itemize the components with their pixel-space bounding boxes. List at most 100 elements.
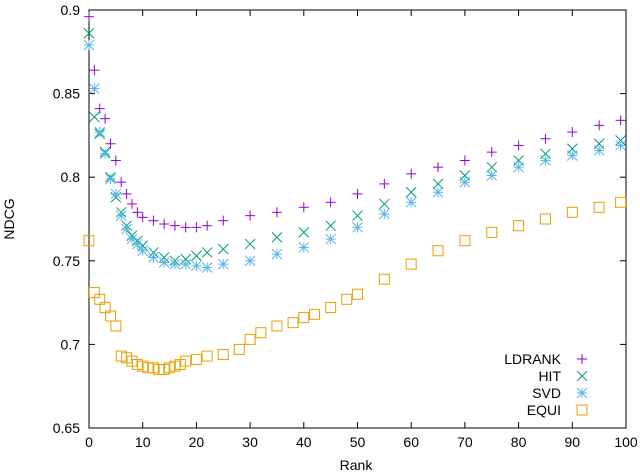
data-series bbox=[83, 11, 627, 375]
svd-point bbox=[244, 255, 256, 267]
equi-point bbox=[83, 235, 95, 247]
series-equi bbox=[83, 196, 627, 375]
equi-point bbox=[341, 293, 353, 305]
x-tick-label: 0 bbox=[85, 434, 93, 450]
equi-point bbox=[190, 353, 202, 365]
svd-point bbox=[105, 173, 116, 185]
y-tick-label: 0.65 bbox=[53, 420, 80, 436]
equi-point bbox=[378, 273, 390, 285]
ldrank-point bbox=[459, 155, 470, 166]
equi-point bbox=[201, 350, 213, 362]
equi-point bbox=[255, 327, 267, 339]
svd-point bbox=[89, 83, 100, 94]
y-axis-ticks: 0.65 0.7 0.75 0.8 0.85 0.9 bbox=[53, 2, 626, 436]
svd-point bbox=[148, 252, 159, 263]
legend-label-equi: EQUI bbox=[527, 402, 561, 418]
legend-label-svd: SVD bbox=[532, 385, 561, 401]
ldrank-point bbox=[110, 155, 121, 166]
hit-point bbox=[158, 252, 170, 263]
equi-point bbox=[244, 333, 256, 345]
hit-point bbox=[201, 247, 213, 258]
svd-point bbox=[486, 170, 498, 181]
x-tick-label: 70 bbox=[457, 434, 473, 450]
ldrank-point bbox=[540, 133, 551, 144]
ldrank-point bbox=[148, 215, 159, 226]
y-tick-label: 0.7 bbox=[61, 336, 81, 352]
equi-point bbox=[566, 206, 578, 218]
x-tick-label: 50 bbox=[350, 434, 366, 450]
ldrank-point bbox=[132, 207, 143, 218]
hit-point bbox=[378, 198, 390, 210]
equi-point bbox=[298, 312, 310, 324]
equi-point bbox=[405, 258, 417, 270]
x-axis-label: Rank bbox=[340, 457, 374, 473]
svd-point bbox=[83, 39, 95, 51]
ldrank-point bbox=[84, 11, 94, 22]
hit-point bbox=[191, 250, 202, 262]
x-tick-label: 30 bbox=[242, 434, 258, 450]
hit-point bbox=[352, 210, 363, 222]
ldrank-point bbox=[218, 215, 229, 226]
svd-point bbox=[158, 257, 170, 268]
x-tick-label: 10 bbox=[135, 434, 151, 450]
svd-point bbox=[99, 148, 111, 160]
svd-point bbox=[121, 223, 132, 235]
x-tick-label: 90 bbox=[565, 434, 581, 450]
y-tick-label: 0.85 bbox=[53, 86, 80, 102]
x-tick-label: 80 bbox=[511, 434, 527, 450]
svd-point bbox=[271, 248, 283, 260]
equi-point bbox=[539, 213, 551, 225]
series-svd bbox=[83, 39, 626, 273]
svd-point bbox=[169, 258, 181, 270]
svd-point bbox=[201, 262, 213, 273]
equi-point bbox=[615, 196, 627, 208]
hit-point bbox=[486, 161, 498, 173]
hit-point bbox=[89, 111, 100, 123]
legend-label-hit: HIT bbox=[538, 368, 561, 384]
equi-point bbox=[110, 320, 122, 332]
x-tick-label: 40 bbox=[296, 434, 312, 450]
equi-point bbox=[432, 245, 444, 257]
legend-label-ldrank: LDRANK bbox=[504, 351, 561, 367]
svd-point bbox=[191, 260, 202, 272]
ldrank-point bbox=[105, 138, 116, 149]
equi-point bbox=[459, 235, 471, 247]
svd-point bbox=[405, 196, 417, 208]
x-axis-ticks: 0 10 20 30 40 50 60 70 80 90 100 bbox=[85, 10, 638, 450]
legend-marker-ldrank bbox=[577, 354, 587, 364]
ldrank-point bbox=[202, 220, 213, 231]
equi-point bbox=[287, 317, 299, 329]
y-tick-label: 0.8 bbox=[61, 169, 81, 185]
ldrank-point bbox=[406, 168, 417, 179]
legend-marker-equi bbox=[576, 404, 588, 416]
legend-marker-hit bbox=[576, 370, 588, 382]
equi-point bbox=[180, 355, 192, 367]
hit-point bbox=[271, 232, 283, 243]
ldrank-point bbox=[94, 103, 105, 114]
legend-marker-svd bbox=[576, 387, 588, 399]
hit-point bbox=[615, 135, 626, 146]
svd-point bbox=[131, 238, 143, 250]
equi-point bbox=[352, 288, 363, 300]
svd-point bbox=[137, 245, 149, 257]
ldrank-point bbox=[486, 147, 497, 158]
hit-point bbox=[405, 186, 417, 198]
ldrank-point bbox=[433, 162, 444, 173]
ldrank-point bbox=[137, 212, 148, 223]
hit-point bbox=[325, 220, 337, 232]
ldrank-point bbox=[89, 65, 100, 76]
x-tick-label: 60 bbox=[403, 434, 419, 450]
equi-point bbox=[325, 302, 337, 314]
y-tick-label: 0.75 bbox=[53, 253, 80, 269]
svd-point bbox=[115, 210, 127, 222]
hit-point bbox=[217, 243, 229, 255]
hit-point bbox=[298, 227, 310, 238]
hit-point bbox=[244, 238, 256, 250]
svd-point bbox=[432, 186, 444, 198]
ldrank-point bbox=[159, 219, 170, 230]
hit-point bbox=[83, 28, 95, 39]
svd-point bbox=[566, 150, 578, 161]
ldrank-point bbox=[379, 178, 390, 189]
